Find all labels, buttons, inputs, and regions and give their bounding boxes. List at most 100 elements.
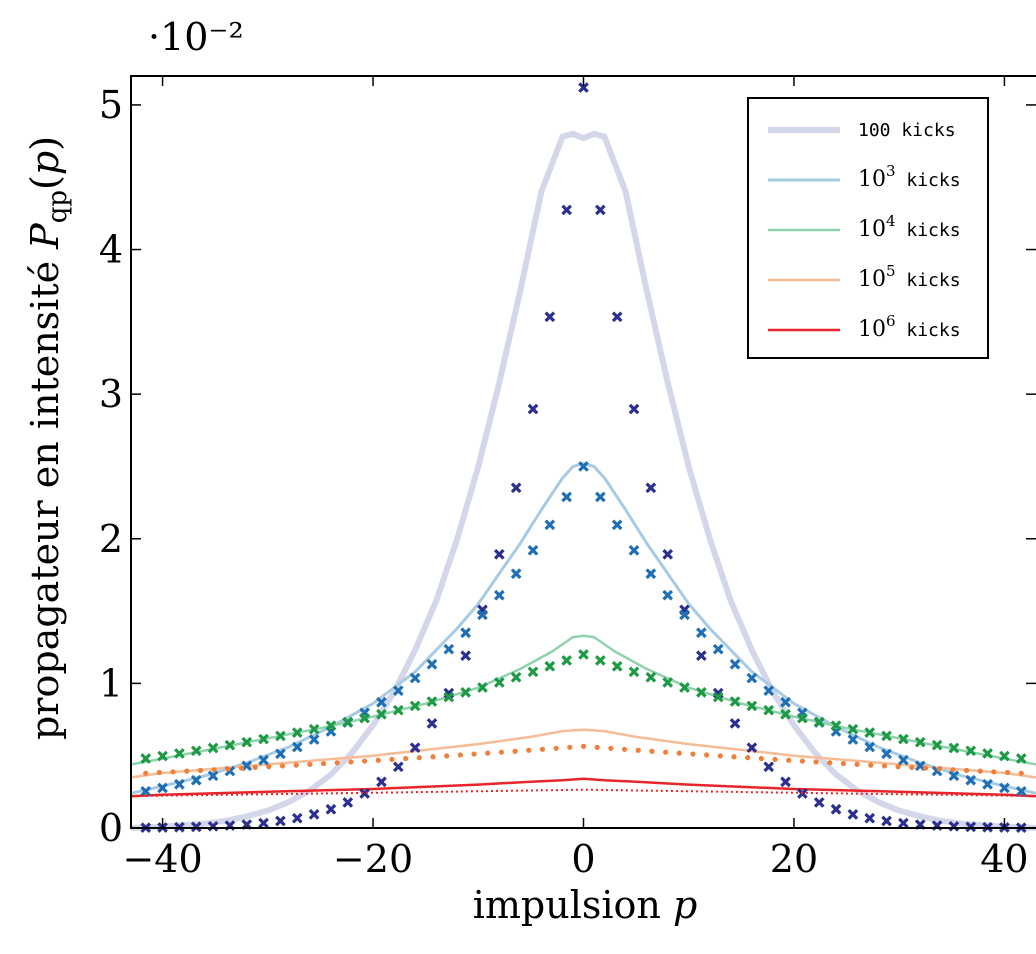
- theory-marker: [334, 760, 340, 766]
- theory-group-3: [143, 743, 1024, 776]
- x-axis-label: impulsion p: [473, 883, 698, 927]
- theory-marker: [174, 748, 185, 759]
- theory-marker: [746, 672, 758, 684]
- theory-marker: [443, 691, 455, 703]
- theory-marker: [977, 768, 983, 774]
- theory-marker: [342, 797, 354, 808]
- theory-marker: [457, 752, 463, 758]
- theory-marker: [628, 403, 640, 415]
- theory-marker: [676, 750, 682, 756]
- theory-marker: [1015, 785, 1027, 797]
- x-tick-label: −20: [333, 837, 413, 881]
- theory-marker: [731, 754, 737, 760]
- theory-group-2: [140, 649, 1027, 764]
- theory-marker: [948, 821, 960, 832]
- theory-marker: [786, 757, 792, 763]
- theory-marker: [493, 677, 505, 688]
- plot-frame: [130, 75, 1036, 829]
- theory-marker: [799, 758, 805, 764]
- theory-marker: [746, 700, 758, 712]
- theory-marker: [595, 204, 606, 216]
- theory-marker: [544, 519, 556, 531]
- theory-marker: [746, 742, 758, 753]
- legend-entry: 103 kicks: [858, 162, 961, 192]
- theory-marker: [567, 744, 573, 750]
- theory-marker: [578, 461, 589, 472]
- theory-marker: [443, 643, 455, 655]
- x-tick-label: 40: [980, 837, 1028, 881]
- theory-marker: [758, 755, 764, 762]
- theory-marker: [207, 742, 219, 754]
- theory-marker: [498, 749, 505, 755]
- theory-marker: [320, 760, 327, 767]
- theory-marker: [275, 748, 286, 760]
- theory-marker: [426, 718, 438, 729]
- theory-marker: [611, 311, 623, 323]
- theory-marker: [409, 742, 421, 753]
- theory-marker: [561, 204, 572, 216]
- theory-marker: [143, 770, 149, 776]
- theory-marker: [729, 658, 741, 670]
- theory-marker: [512, 748, 518, 754]
- theory-marker: [157, 750, 168, 762]
- theory-marker: [207, 821, 219, 832]
- legend-entry: 100 kicks: [858, 120, 956, 141]
- theory-marker: [982, 778, 993, 790]
- theory-marker: [999, 750, 1010, 762]
- theory-marker: [780, 776, 791, 788]
- theory-marker: [526, 747, 532, 753]
- theory-marker: [416, 755, 422, 761]
- theory-dotted-line: [130, 788, 1036, 797]
- theory-marker: [359, 788, 370, 799]
- legend-entry: 105 kicks: [858, 262, 961, 292]
- theory-marker: [241, 736, 253, 748]
- theory-marker: [712, 643, 724, 655]
- theory-marker: [376, 776, 387, 788]
- theory-marker: [645, 482, 657, 494]
- theory-marker: [375, 757, 381, 763]
- theory-marker: [898, 733, 909, 745]
- theory-marker: [797, 712, 808, 724]
- theory-marker: [763, 761, 775, 773]
- theory-marker: [376, 708, 387, 720]
- theory-marker: [895, 764, 901, 770]
- theory-marker: [544, 660, 556, 672]
- theory-marker: [763, 704, 775, 716]
- theory-marker: [965, 821, 977, 833]
- theory-marker: [780, 696, 791, 708]
- theory-marker: [444, 753, 450, 759]
- theory-marker: [426, 658, 438, 670]
- theory-marker: [847, 809, 859, 820]
- theory-marker: [729, 696, 741, 707]
- theory-marker: [362, 758, 368, 764]
- theory-marker: [325, 803, 337, 815]
- x-tick-label: −40: [122, 837, 202, 881]
- theory-marker: [308, 809, 320, 820]
- theory-marker: [864, 812, 876, 824]
- theory-marker: [729, 718, 741, 729]
- theory-marker: [948, 770, 960, 782]
- theory-marker: [403, 755, 409, 762]
- theory-marker: [348, 759, 354, 765]
- theory-marker: [854, 761, 860, 767]
- theory-marker: [712, 691, 724, 703]
- theory-marker: [847, 723, 859, 735]
- theory-marker: [696, 687, 707, 698]
- x-tick-label: 0: [571, 837, 595, 881]
- theory-marker: [527, 545, 539, 556]
- theory-marker: [847, 734, 859, 745]
- series-line-4: [130, 777, 1036, 798]
- theory-marker: [679, 682, 690, 693]
- theory-marker: [662, 677, 674, 688]
- theory-marker: [830, 720, 842, 731]
- theory-marker: [252, 764, 258, 771]
- theory-marker: [527, 666, 539, 678]
- theory-marker: [813, 716, 825, 728]
- theory-marker: [999, 782, 1010, 794]
- theory-marker: [409, 700, 421, 712]
- theory-marker: [696, 650, 707, 661]
- theory-marker: [881, 730, 892, 742]
- theory-marker: [595, 655, 606, 666]
- theory-marker: [645, 568, 657, 580]
- theory-marker: [392, 704, 404, 716]
